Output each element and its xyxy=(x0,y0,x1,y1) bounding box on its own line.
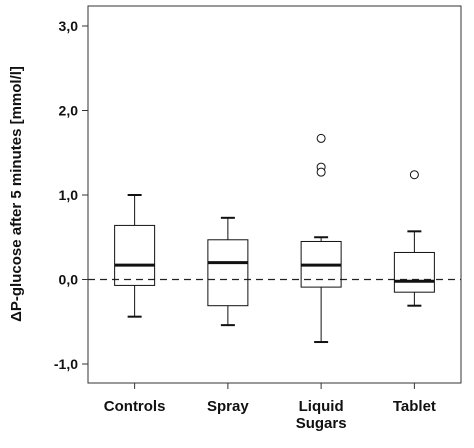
outlier-point xyxy=(316,167,326,177)
x-category-label: Tablet xyxy=(393,398,436,415)
box-3 xyxy=(300,133,342,344)
x-category-label: Sugars xyxy=(296,415,347,432)
x-category-label: Spray xyxy=(207,398,249,415)
y-axis-label: ΔP-glucose after 5 minutes [mmol/l] xyxy=(8,66,25,322)
y-tick-label: 2,0 xyxy=(59,103,79,119)
iqr-box xyxy=(393,251,435,293)
plot-frame xyxy=(87,5,462,384)
outlier-point xyxy=(409,170,419,180)
outlier-point xyxy=(316,133,326,143)
iqr-box xyxy=(114,224,156,286)
y-tick-label: 1,0 xyxy=(59,187,79,203)
y-tick-label: 3,0 xyxy=(59,18,79,34)
x-category-label: Controls xyxy=(104,398,166,415)
box-1 xyxy=(114,194,156,318)
box-2 xyxy=(207,216,249,327)
box-series xyxy=(114,133,435,344)
box-4 xyxy=(393,170,435,307)
y-tick-label: -1,0 xyxy=(54,356,78,372)
y-tick-label: 0,0 xyxy=(59,272,79,288)
y-axis: 3,0 2,0 1,0 0,0 -1,0 xyxy=(54,18,88,372)
iqr-box xyxy=(207,239,249,307)
x-category-label: Liquid xyxy=(299,398,344,415)
